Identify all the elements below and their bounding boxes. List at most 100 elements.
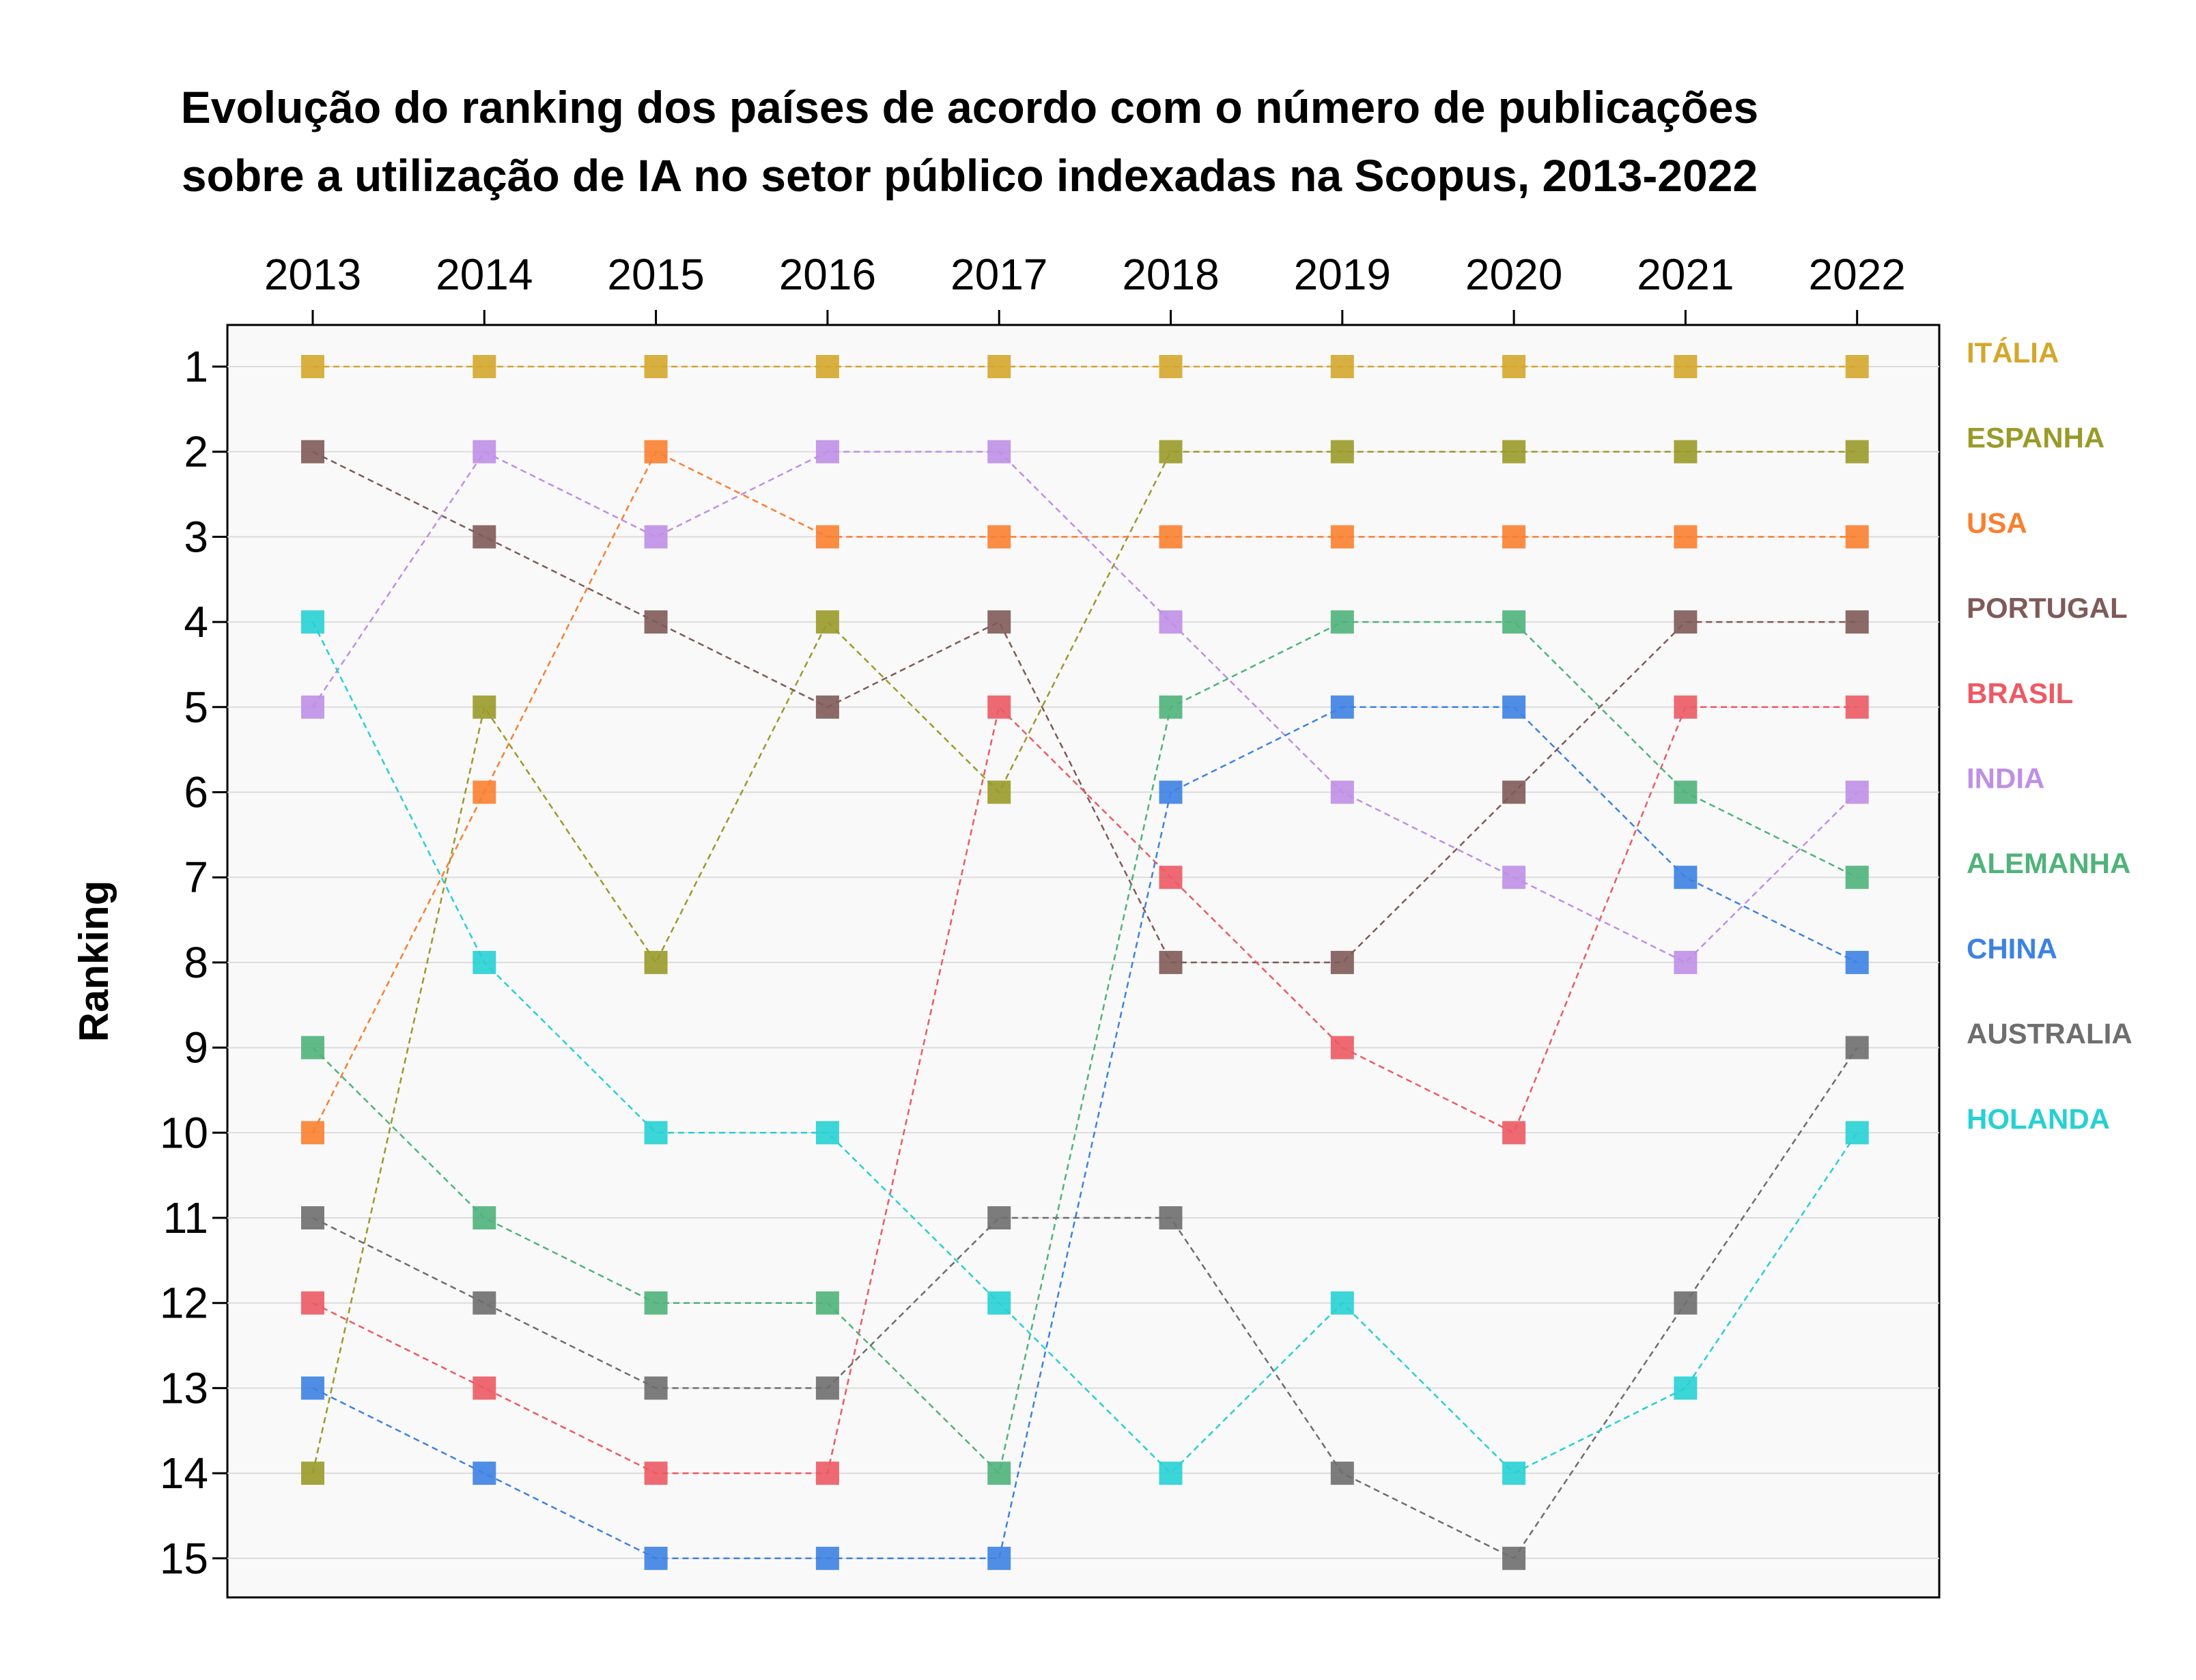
y-tick-label: 12 [160,1279,208,1328]
data-point [1845,695,1869,719]
data-point [1159,1462,1183,1485]
series-line [312,621,1858,1475]
series-india [301,440,1869,974]
legend-entry: PORTUGAL [1967,592,2128,624]
legend-entry: ESPANHA [1967,422,2104,454]
data-point [473,525,496,549]
data-point [1502,866,1526,889]
data-point [1330,1462,1354,1485]
data-point [301,1121,324,1145]
legend-entry: HOLANDA [1967,1102,2110,1135]
series-china [301,695,1869,1570]
data-point [301,355,324,378]
data-point [987,1546,1011,1570]
data-point [1330,780,1354,804]
y-tick-label: 10 [160,1108,208,1157]
data-point [644,1546,668,1570]
series-itália [301,355,1869,378]
data-point [301,695,324,719]
data-point [1159,780,1183,804]
data-point [644,525,668,549]
data-point [815,525,839,549]
data-point [1159,355,1183,378]
series-holanda [301,610,1869,1485]
legend-entry: USA [1967,507,2027,539]
legend-entry: ALEMANHA [1967,847,2130,879]
data-point [644,950,668,974]
data-point [1674,355,1698,378]
y-tick-label: 13 [160,1363,208,1412]
data-point [301,1036,324,1059]
data-point [473,355,496,378]
data-point [1845,780,1869,804]
data-point [473,440,496,464]
data-point [815,1376,839,1400]
x-tick-label: 2014 [436,250,533,299]
data-point [1502,1462,1526,1485]
data-point [1502,440,1526,464]
data-point [644,1121,668,1145]
data-point [473,1462,496,1485]
data-point [1330,440,1354,464]
data-point [1159,866,1183,889]
data-point [815,355,839,378]
y-tick-label: 4 [184,597,208,646]
y-tick-label: 7 [184,853,208,902]
data-point [1845,950,1869,974]
data-point [987,1462,1011,1485]
data-point [1845,1036,1869,1059]
data-point [1845,610,1869,634]
y-tick-label: 14 [160,1449,208,1498]
data-point [1330,1036,1354,1059]
series-group [301,355,1869,1570]
data-point [1674,525,1698,549]
series-line [312,706,1858,1560]
data-point [1159,610,1183,634]
data-point [987,1291,1011,1315]
data-point [1674,695,1698,719]
y-tick-label: 2 [184,427,208,476]
data-point [301,1376,324,1400]
x-tick-label: 2013 [264,250,361,299]
legend: ITÁLIA ESPANHA USA PORTUGAL BRASIL INDIA ALEMA… [1967,337,2132,1135]
data-point [1502,355,1526,378]
data-point [1674,950,1698,974]
data-point [1502,1546,1526,1570]
data-point [1674,610,1698,634]
data-point [1674,1376,1698,1400]
data-point [301,1291,324,1315]
data-point [473,950,496,974]
x-tick-label: 2015 [607,250,704,299]
y-tick-label: 8 [184,938,208,987]
series-line [311,451,1858,964]
data-point [815,610,839,634]
y-tick-label: 11 [163,1193,208,1242]
x-tick-label: 2021 [1637,250,1734,299]
data-point [1674,866,1698,889]
data-point [1845,440,1869,464]
chart-title-line-1: Evolução do ranking dos países de acordo… [181,82,1759,132]
data-point [301,440,324,464]
series-alemanha [301,610,1869,1485]
x-tick-label: 2018 [1122,250,1219,299]
x-tick-label: 2020 [1465,250,1562,299]
data-point [1845,355,1869,378]
series-espanha [301,440,1869,1485]
data-point [1845,525,1869,549]
data-point [1674,780,1698,804]
data-point [1159,525,1183,549]
y-tick-label: 9 [184,1023,208,1072]
data-point [644,610,668,634]
data-point [1159,950,1183,974]
data-point [644,1462,668,1485]
y-tick-label: 15 [160,1534,208,1583]
data-point [1674,440,1698,464]
data-point [644,440,668,464]
legend-entry: ITÁLIA [1967,337,2059,369]
data-point [815,1462,839,1485]
data-point [473,695,496,719]
data-point [644,1291,668,1315]
data-point [815,440,839,464]
